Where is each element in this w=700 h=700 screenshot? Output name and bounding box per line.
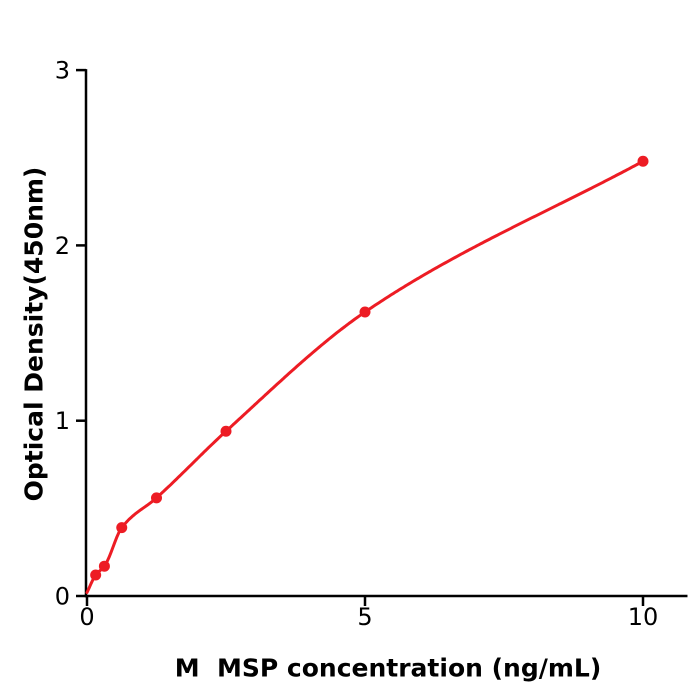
x-tick-label: 5 [357,603,372,631]
y-tick-label: 3 [55,57,70,85]
data-point [98,560,110,572]
x-axis-label: M MSP concentration (ng/mL) [174,653,602,683]
data-point [220,425,232,437]
y-axis-label: Optical Density(450nm) [19,166,49,502]
data-point [359,306,371,318]
y-tick-label: 2 [55,232,70,260]
y-tick-label: 0 [55,583,70,611]
data-point [116,522,128,534]
x-tick-label: 0 [79,603,94,631]
data-point [637,155,649,167]
fit-curve [85,159,645,594]
y-tick-label: 1 [55,407,70,435]
x-tick-label: 10 [628,603,659,631]
data-point [90,569,102,581]
data-point [151,492,162,504]
